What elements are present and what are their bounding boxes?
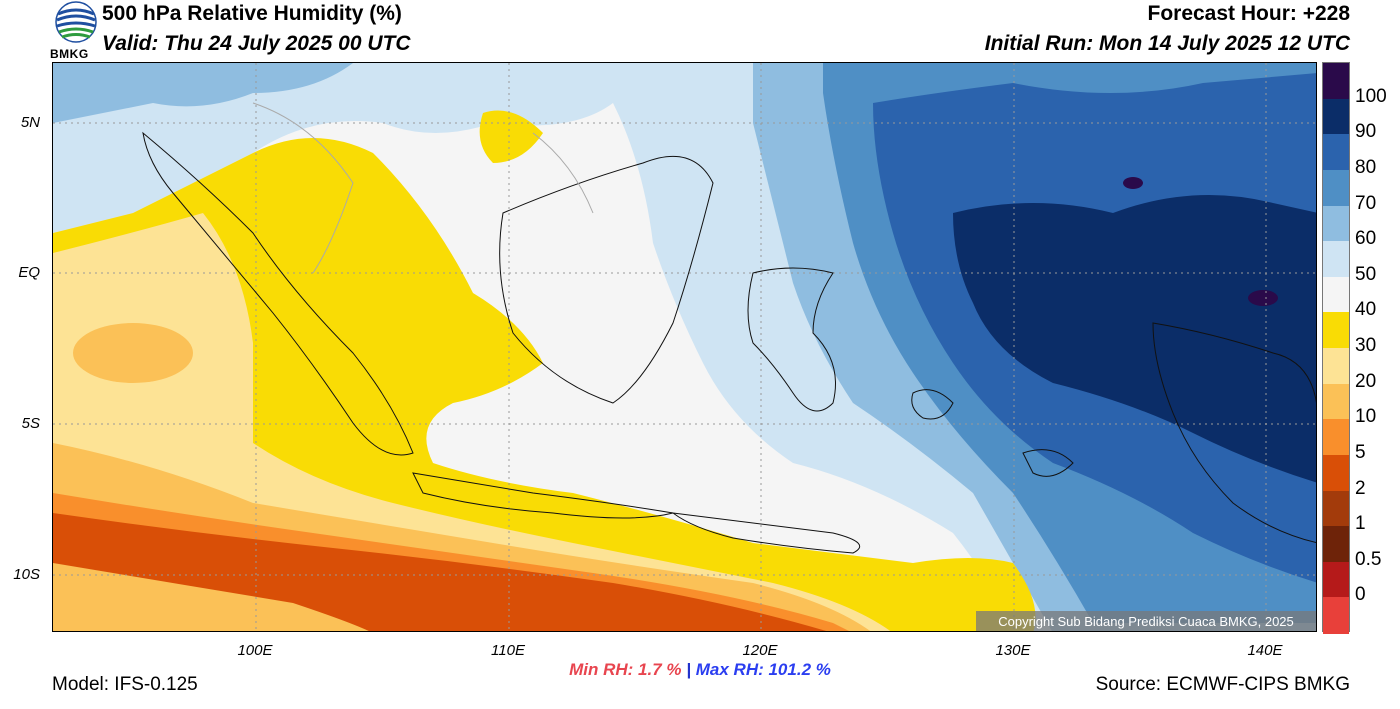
humidity-field: [53, 63, 1316, 631]
min-rh: Min RH: 1.7 %: [569, 660, 682, 679]
lon-label-140e: 140E: [1247, 642, 1283, 659]
colorbar-segment: [1323, 63, 1349, 100]
lon-label-130e: 130E: [995, 642, 1031, 659]
colorbar-label: 20: [1355, 370, 1377, 392]
colorbar-segment: [1323, 98, 1349, 135]
colorbar-segment: [1323, 526, 1349, 563]
copyright-notice: Copyright Sub Bidang Prediksi Cuaca BMKG…: [976, 611, 1316, 631]
colorbar-segment: [1323, 169, 1349, 206]
lat-label-5s: 5S: [21, 415, 40, 432]
colorbar-label: 60: [1355, 228, 1377, 250]
rh-stats: Min RH: 1.7 % | Max RH: 101.2 %: [0, 660, 1400, 680]
chart-title: 500 hPa Relative Humidity (%): [102, 2, 402, 25]
forecast-hour: Forecast Hour: +228: [1147, 2, 1351, 25]
colorbar-label: 70: [1355, 192, 1377, 214]
humidity-map: Copyright Sub Bidang Prediksi Cuaca BMKG…: [52, 62, 1317, 632]
lat-label-10s: 10S: [13, 566, 40, 583]
max-rh: Max RH: 101.2 %: [695, 660, 831, 679]
colorbar-segment: [1323, 490, 1349, 527]
colorbar-segment: [1323, 205, 1349, 242]
colorbar-segment: [1323, 241, 1349, 278]
colorbar-label: 50: [1355, 263, 1377, 285]
colorbar-label: 30: [1355, 335, 1377, 356]
colorbar-label: 0.5: [1355, 548, 1382, 570]
lat-label-eq: EQ: [18, 264, 40, 281]
colorbar-segment: [1323, 383, 1349, 420]
colorbar-segment: [1323, 134, 1349, 171]
colorbar-label: 40: [1355, 299, 1377, 321]
colorbar-segment: [1323, 561, 1349, 598]
valid-time: Valid: Thu 24 July 2025 00 UTC: [102, 32, 411, 55]
colorbar-label: 10: [1355, 406, 1377, 428]
colorbar-segment: [1323, 597, 1349, 634]
colorbar-segment: [1323, 419, 1349, 456]
colorbar-segment: [1323, 312, 1349, 349]
colorbar-label: 2: [1355, 477, 1366, 499]
stats-separator: |: [686, 660, 692, 679]
colorbar-label: 80: [1355, 156, 1377, 178]
lon-label-100e: 100E: [237, 642, 273, 659]
colorbar-segment: [1323, 454, 1349, 491]
bmkg-logo: [52, 0, 100, 62]
logo-text: BMKG: [50, 47, 89, 61]
lat-label-5n: 5N: [20, 114, 40, 131]
colorbar-label: 0: [1355, 584, 1366, 606]
model-label: Model: IFS-0.125: [52, 674, 198, 695]
lon-label-110e: 110E: [491, 642, 525, 659]
colorbar-label: 5: [1355, 441, 1366, 463]
initial-run: Initial Run: Mon 14 July 2025 12 UTC: [984, 32, 1350, 55]
colorbar-label: 1: [1355, 513, 1366, 535]
lon-label-120e: 120E: [742, 642, 778, 659]
colorbar-label: 100: [1355, 85, 1387, 107]
colorbar-segment: [1323, 276, 1349, 313]
colorbar-segment: [1323, 348, 1349, 385]
colorbar: [1322, 62, 1350, 634]
colorbar-label: 90: [1355, 121, 1377, 143]
source-label: Source: ECMWF-CIPS BMKG: [1095, 674, 1350, 695]
